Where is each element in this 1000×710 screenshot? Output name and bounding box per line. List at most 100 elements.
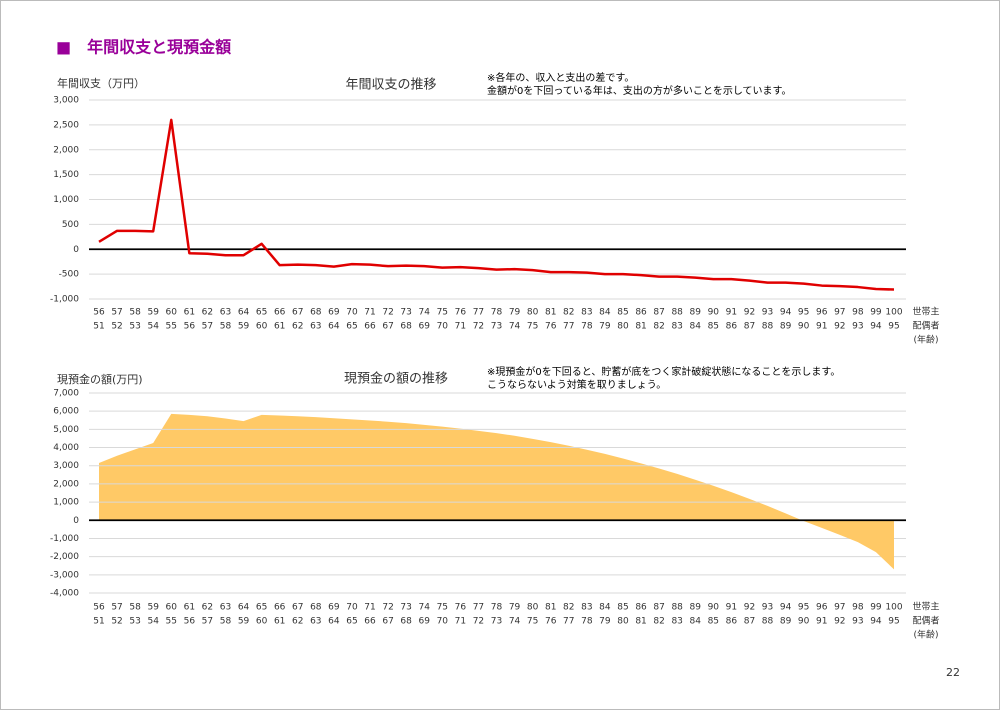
y-axis-label: 年間収支（万円）	[57, 76, 145, 90]
x-tick-label: 59	[147, 308, 159, 318]
x-tick-label: 82	[563, 308, 574, 318]
x-tick-label: 100	[885, 308, 902, 318]
x-tick-label-spouse: 75	[527, 617, 538, 627]
annotation: 金額が0を下回っている年は、支出の方が多いことを示しています。	[487, 84, 792, 97]
x-tick-label: 82	[563, 603, 574, 613]
x-tick-label-spouse: 55	[166, 322, 177, 332]
x-tick-label-spouse: 87	[744, 617, 755, 627]
x-axis-label: 世帯主	[912, 601, 939, 613]
y-tick-label: 7,000	[53, 389, 79, 399]
x-tick-label: 99	[870, 308, 882, 318]
x-tick-label: 84	[599, 603, 611, 613]
x-tick-label-spouse: 52	[111, 617, 122, 627]
x-tick-label-spouse: 93	[852, 322, 863, 332]
x-tick-label: 92	[744, 603, 755, 613]
x-tick-label: 77	[473, 308, 484, 318]
x-tick-label-spouse: 70	[437, 617, 449, 627]
x-tick-label-spouse: 95	[888, 617, 899, 627]
y-tick-label: 1,500	[53, 170, 79, 180]
x-tick-label-spouse: 52	[111, 322, 122, 332]
x-tick-label-spouse: 60	[256, 617, 268, 627]
x-tick-label-spouse: 82	[653, 617, 664, 627]
x-tick-label: 76	[455, 308, 467, 318]
x-tick-label-spouse: 53	[129, 322, 140, 332]
x-tick-label: 81	[545, 603, 556, 613]
x-axis-label: 配偶者	[912, 320, 939, 332]
x-tick-label-spouse: 64	[328, 617, 340, 627]
x-tick-label: 57	[111, 603, 122, 613]
x-tick-label: 94	[780, 308, 792, 318]
x-tick-label: 79	[509, 603, 521, 613]
x-tick-label-spouse: 57	[202, 322, 213, 332]
x-tick-label-spouse: 94	[870, 617, 882, 627]
x-tick-label: 91	[726, 603, 737, 613]
x-tick-label-spouse: 76	[545, 322, 557, 332]
x-tick-label: 75	[437, 603, 448, 613]
x-tick-label-spouse: 76	[545, 617, 557, 627]
x-tick-label: 75	[437, 308, 448, 318]
x-tick-label: 98	[852, 308, 864, 318]
x-tick-label-spouse: 63	[310, 322, 321, 332]
y-tick-label: 1,000	[53, 498, 79, 508]
x-tick-label: 63	[220, 308, 231, 318]
x-tick-label-spouse: 83	[671, 617, 682, 627]
x-tick-label-spouse: 67	[382, 322, 393, 332]
x-tick-label-spouse: 75	[527, 322, 538, 332]
y-tick-label: 2,500	[53, 120, 79, 130]
y-tick-label: 1,000	[53, 195, 79, 205]
x-tick-label: 66	[274, 308, 286, 318]
x-tick-label-spouse: 63	[310, 617, 321, 627]
x-tick-label-spouse: 72	[473, 322, 484, 332]
x-tick-label: 58	[129, 603, 141, 613]
x-tick-label-spouse: 54	[147, 322, 159, 332]
x-tick-label-spouse: 94	[870, 322, 882, 332]
y-axis-label: 現預金の額(万円)	[57, 372, 143, 386]
x-tick-label-spouse: 89	[780, 322, 792, 332]
x-tick-label: 94	[780, 603, 792, 613]
x-tick-label: 81	[545, 308, 556, 318]
x-tick-label-spouse: 51	[93, 322, 104, 332]
x-tick-label: 73	[400, 308, 411, 318]
annotation: ※現預金が0を下回ると、貯蓄が底をつく家計破綻状態になることを示します。	[487, 365, 840, 378]
annotation: こうならないよう対策を取りましょう。	[487, 378, 666, 391]
x-tick-label: 97	[834, 603, 845, 613]
x-tick-label: 80	[527, 308, 539, 318]
x-tick-label-spouse: 54	[147, 617, 159, 627]
x-tick-label-spouse: 74	[509, 617, 521, 627]
x-tick-label: 68	[310, 603, 322, 613]
x-tick-label-spouse: 58	[220, 322, 232, 332]
x-tick-label: 64	[238, 603, 250, 613]
x-tick-label-spouse: 80	[617, 617, 629, 627]
x-tick-label-spouse: 61	[274, 617, 285, 627]
y-tick-label: 0	[73, 516, 79, 526]
x-tick-label-spouse: 57	[202, 617, 213, 627]
x-tick-label-spouse: 67	[382, 617, 393, 627]
y-tick-label: 0	[73, 245, 79, 255]
x-tick-label-spouse: 58	[220, 617, 232, 627]
x-tick-label-spouse: 86	[726, 322, 738, 332]
x-tick-label-spouse: 59	[238, 322, 250, 332]
x-tick-label: 56	[93, 603, 105, 613]
x-tick-label: 62	[202, 308, 213, 318]
x-tick-label: 66	[274, 603, 286, 613]
chart-title: 現預金の額の推移	[344, 371, 448, 387]
x-tick-label: 90	[708, 603, 720, 613]
x-tick-label: 90	[708, 308, 720, 318]
x-tick-label-spouse: 79	[599, 617, 611, 627]
x-axis-label: (年齢)	[913, 629, 938, 641]
x-tick-label: 60	[166, 308, 178, 318]
x-tick-label-spouse: 86	[726, 617, 738, 627]
x-tick-label-spouse: 56	[184, 617, 196, 627]
x-tick-label: 70	[346, 603, 358, 613]
x-tick-label: 96	[816, 308, 828, 318]
x-tick-label-spouse: 59	[238, 617, 250, 627]
x-tick-label-spouse: 73	[491, 322, 502, 332]
x-tick-label: 76	[455, 603, 467, 613]
x-axis-label: (年齢)	[913, 334, 938, 346]
x-tick-label-spouse: 68	[400, 322, 412, 332]
x-tick-label-spouse: 62	[292, 322, 303, 332]
y-tick-label: -1,000	[50, 295, 79, 305]
y-tick-label: 500	[62, 220, 79, 230]
x-tick-label: 88	[671, 603, 683, 613]
